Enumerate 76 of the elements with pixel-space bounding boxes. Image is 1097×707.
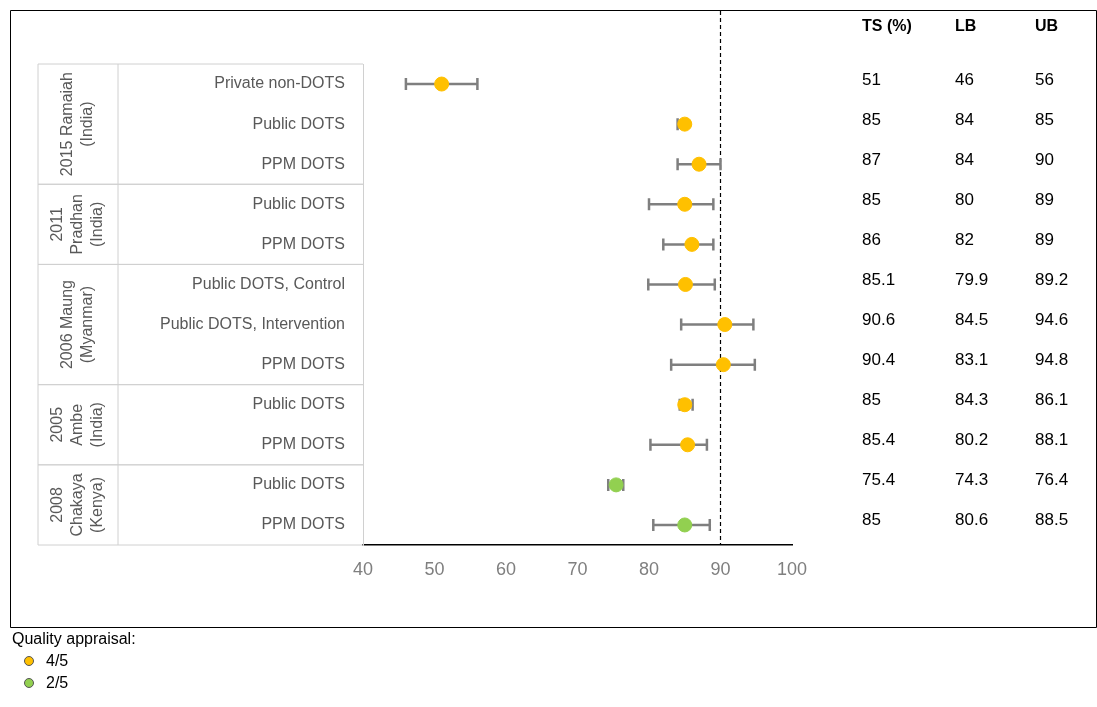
text: 85: [862, 510, 881, 530]
point: [434, 76, 450, 92]
text: 2006 Maung (Myanmar): [58, 280, 96, 370]
text: 84: [955, 110, 974, 130]
point: [677, 517, 693, 533]
text: 82: [955, 230, 974, 250]
y-tick-label: PPM DOTS: [261, 234, 345, 252]
text: TS (%): [862, 17, 912, 35]
text: 85.1: [862, 270, 896, 290]
text: 84.3: [955, 390, 989, 410]
point: [680, 437, 696, 453]
text: 90: [1035, 150, 1054, 170]
text: 76.4: [1035, 470, 1069, 490]
y-tick-label: Public DOTS, Intervention: [160, 314, 345, 332]
text: 90.6: [862, 310, 896, 330]
x-tick-label: 80: [638, 558, 660, 579]
point: [677, 276, 693, 292]
x-tick-label: 40: [352, 558, 374, 579]
legend-label: 4/5: [46, 652, 69, 670]
text: 46: [955, 70, 974, 90]
y-tick-label: Public DOTS: [252, 475, 345, 493]
point: [691, 156, 707, 172]
text: 94.8: [1035, 350, 1069, 370]
text: 89.2: [1035, 270, 1069, 290]
legend-title: Quality appraisal:: [12, 630, 136, 648]
legend-label: 2/5: [46, 674, 69, 692]
text: LB: [955, 17, 977, 35]
text: 75.4: [862, 470, 896, 490]
point: [677, 116, 693, 132]
x-tick-label: 50: [424, 558, 445, 579]
text: 88.5: [1035, 510, 1069, 530]
point: [715, 357, 731, 373]
point: [677, 196, 693, 212]
point: [684, 236, 700, 252]
y-tick-label: Public DOTS: [252, 114, 345, 132]
text: 90.4: [862, 350, 896, 370]
y-tick-label: Public DOTS, Control: [192, 274, 345, 292]
y-tick-label: PPM DOTS: [261, 154, 345, 172]
x-tick-label: 100: [776, 558, 808, 579]
text: 85: [862, 110, 881, 130]
text: 89: [1035, 230, 1054, 250]
text: UB: [1035, 17, 1059, 35]
text: 2011 Pradhan (India): [48, 194, 106, 255]
text: 2008 Chakaya (Kenya): [48, 473, 106, 537]
text: 74.3: [955, 470, 989, 490]
x-tick-label: 60: [495, 558, 517, 579]
y-tick-label: Public DOTS: [252, 395, 345, 413]
text: 88.1: [1035, 430, 1069, 450]
y-tick-label: PPM DOTS: [261, 435, 345, 453]
text: 2015 Ramaiah (India): [58, 72, 96, 177]
x-tick-label: 90: [710, 558, 731, 579]
y-tick-label: Public DOTS: [252, 194, 345, 212]
y-tick-label: PPM DOTS: [261, 355, 345, 373]
text: 85: [1035, 110, 1054, 130]
text: 84.5: [955, 310, 989, 330]
text: 85: [862, 190, 881, 210]
text: 80.2: [955, 430, 989, 450]
text: 51: [862, 70, 881, 90]
text: 85: [862, 390, 881, 410]
x-tick-label: 70: [567, 558, 588, 579]
text: 89: [1035, 190, 1054, 210]
y-tick-label: Private non-DOTS: [214, 74, 345, 92]
text: 80.6: [955, 510, 989, 530]
text: 85.4: [862, 430, 896, 450]
text: 79.9: [955, 270, 989, 290]
text: 87: [862, 150, 881, 170]
y-tick-label: PPM DOTS: [261, 515, 345, 533]
text: 84: [955, 150, 974, 170]
text: 94.6: [1035, 310, 1069, 330]
point: [717, 317, 733, 333]
text: 56: [1035, 70, 1054, 90]
text: 80: [955, 190, 974, 210]
text: 2005 Ambe (India): [48, 402, 106, 448]
text: 86.1: [1035, 390, 1069, 410]
text: 83.1: [955, 350, 989, 370]
text: 86: [862, 230, 881, 250]
